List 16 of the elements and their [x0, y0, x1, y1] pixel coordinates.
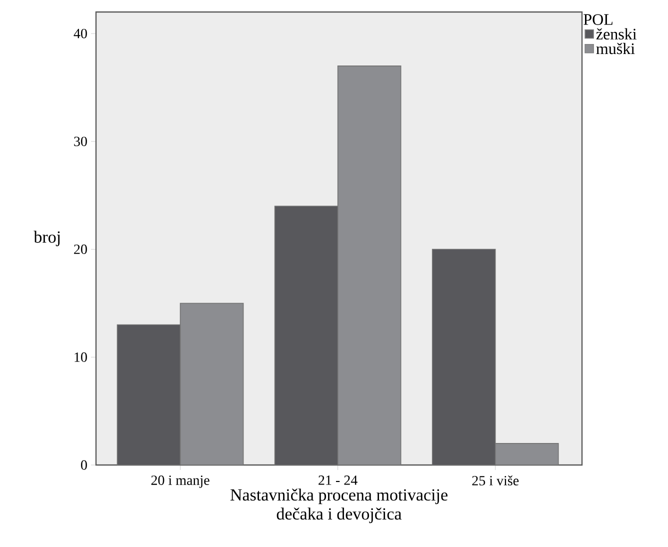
y-tick-label: 20 — [74, 244, 87, 254]
y-tick-label: 40 — [74, 28, 87, 38]
y-tick-label: 10 — [74, 352, 87, 362]
y-tick-label: 30 — [74, 136, 87, 146]
bar — [338, 66, 401, 465]
legend-title: POL — [584, 14, 612, 25]
bar — [180, 303, 244, 465]
y-axis-title: broj — [34, 230, 60, 246]
x-tick-label: 21 - 24 — [318, 476, 358, 485]
x-tick-label: 20 i manje — [151, 476, 210, 488]
x-tick-label: 25 i više — [472, 476, 519, 486]
y-tick-label: 0 — [81, 460, 87, 470]
bar — [494, 443, 559, 465]
x-axis-title: Nastavnička procena motivacije dečaka i devojčica — [230, 488, 448, 524]
legend-label: muški — [596, 42, 635, 54]
legend-label: ženski — [596, 28, 637, 40]
